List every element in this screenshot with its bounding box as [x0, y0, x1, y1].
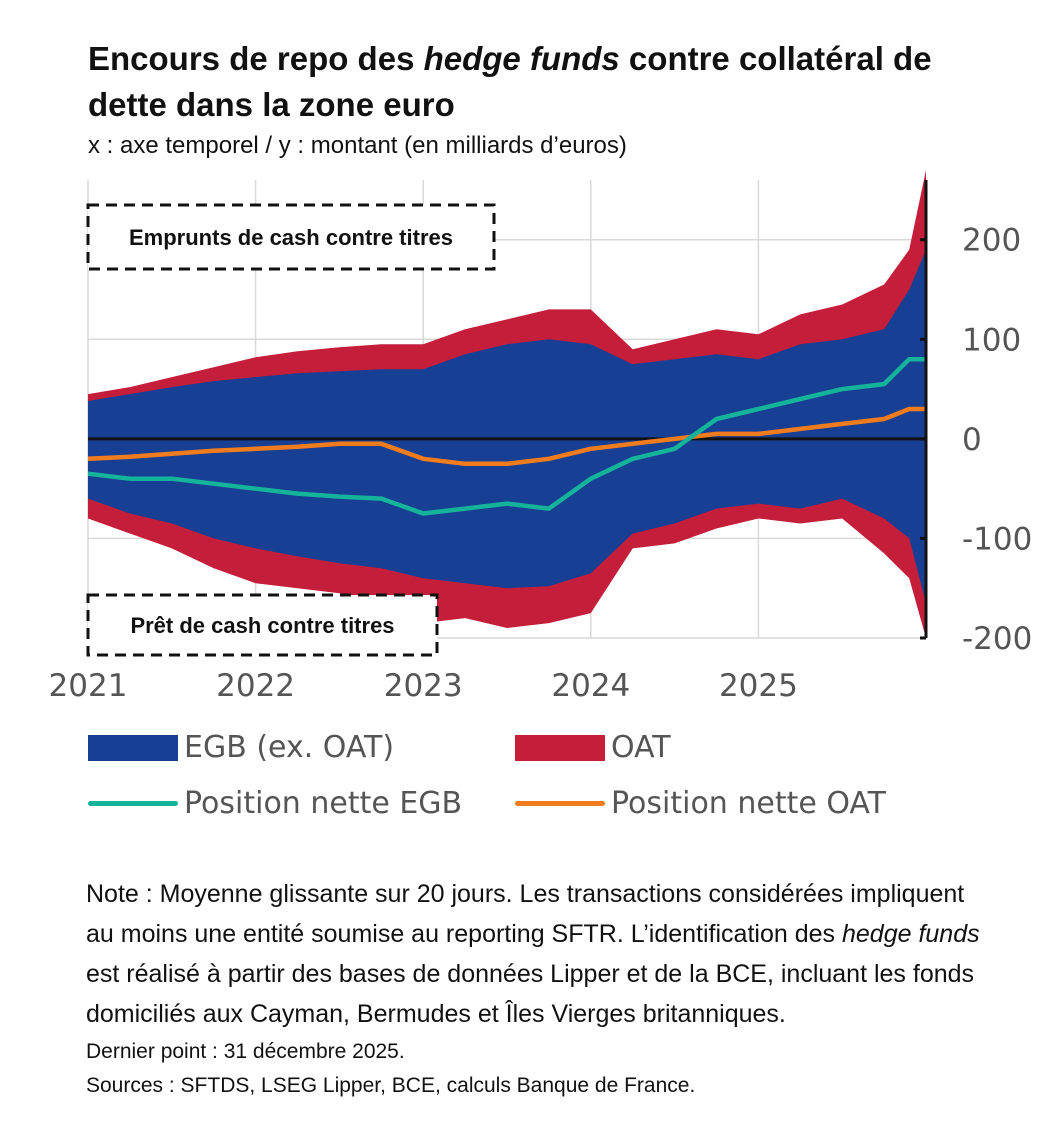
- legend-label-net-oat: Position nette OAT: [611, 786, 886, 821]
- y-tick-label: 200: [962, 223, 1021, 259]
- y-tick-label: 100: [962, 322, 1021, 358]
- legend-item-net-oat: Position nette OAT: [515, 786, 886, 821]
- note-part2: est réalisé à partir des bases de donnée…: [86, 960, 975, 1028]
- chart-svg: -200 -100 0 100 200 2021 2022 2023 2024 2025 Empru…: [49, 170, 1032, 704]
- x-tick-label: 2024: [551, 668, 630, 704]
- title-part2: contre collatéral de dette dans la zone …: [88, 40, 932, 123]
- legend-item-net-egb: Position nette EGB: [88, 786, 462, 821]
- area-egb: [88, 249, 926, 604]
- x-tick-label: 2023: [384, 668, 463, 704]
- legend-label-oat: OAT: [611, 730, 671, 765]
- x-tick-label: 2025: [719, 668, 798, 704]
- x-tick-label: 2022: [216, 668, 295, 704]
- legend-item-oat: OAT: [515, 730, 671, 765]
- annotation-borrowing-label: Emprunts de cash contre titres: [129, 225, 453, 250]
- chart-subtitle: x : axe temporel / y : montant (en milli…: [88, 132, 627, 159]
- chart-note: Note : Moyenne glissante sur 20 jours. L…: [86, 874, 986, 1034]
- annotation-lending-label: Prêt de cash contre titres: [130, 613, 394, 638]
- note-italic: hedge funds: [841, 920, 980, 948]
- chart-title: Encours de repo des hedge funds contre c…: [88, 36, 988, 128]
- last-point: Dernier point : 31 décembre 2025.: [86, 1040, 405, 1063]
- y-tick-label: -200: [962, 621, 1032, 657]
- sources: Sources : SFTDS, LSEG Lipper, BCE, calcu…: [86, 1074, 696, 1097]
- legend: EGB (ex. OAT) OAT Position nette EGB Pos…: [0, 730, 1063, 840]
- title-italic: hedge funds: [423, 40, 620, 77]
- legend-item-egb: EGB (ex. OAT): [88, 730, 394, 765]
- x-tick-label: 2021: [49, 668, 128, 704]
- legend-swatch-net-oat: [515, 801, 605, 806]
- legend-swatch-oat: [515, 734, 605, 761]
- annotation-borrowing-box: [86, 203, 496, 271]
- legend-label-net-egb: Position nette EGB: [184, 786, 463, 821]
- legend-swatch-egb: [88, 734, 178, 761]
- note-part1: Note : Moyenne glissante sur 20 jours. L…: [86, 880, 965, 948]
- legend-label-egb: EGB (ex. OAT): [184, 730, 395, 765]
- annotation-lending-box: [86, 593, 439, 657]
- line-net-egb: [87, 356, 926, 516]
- title-part1: Encours de repo des: [88, 40, 424, 77]
- legend-swatch-net-egb: [88, 801, 178, 806]
- line-net-oat: [87, 406, 926, 467]
- y-tick-label: 0: [962, 422, 982, 458]
- y-tick-label: -100: [962, 521, 1032, 557]
